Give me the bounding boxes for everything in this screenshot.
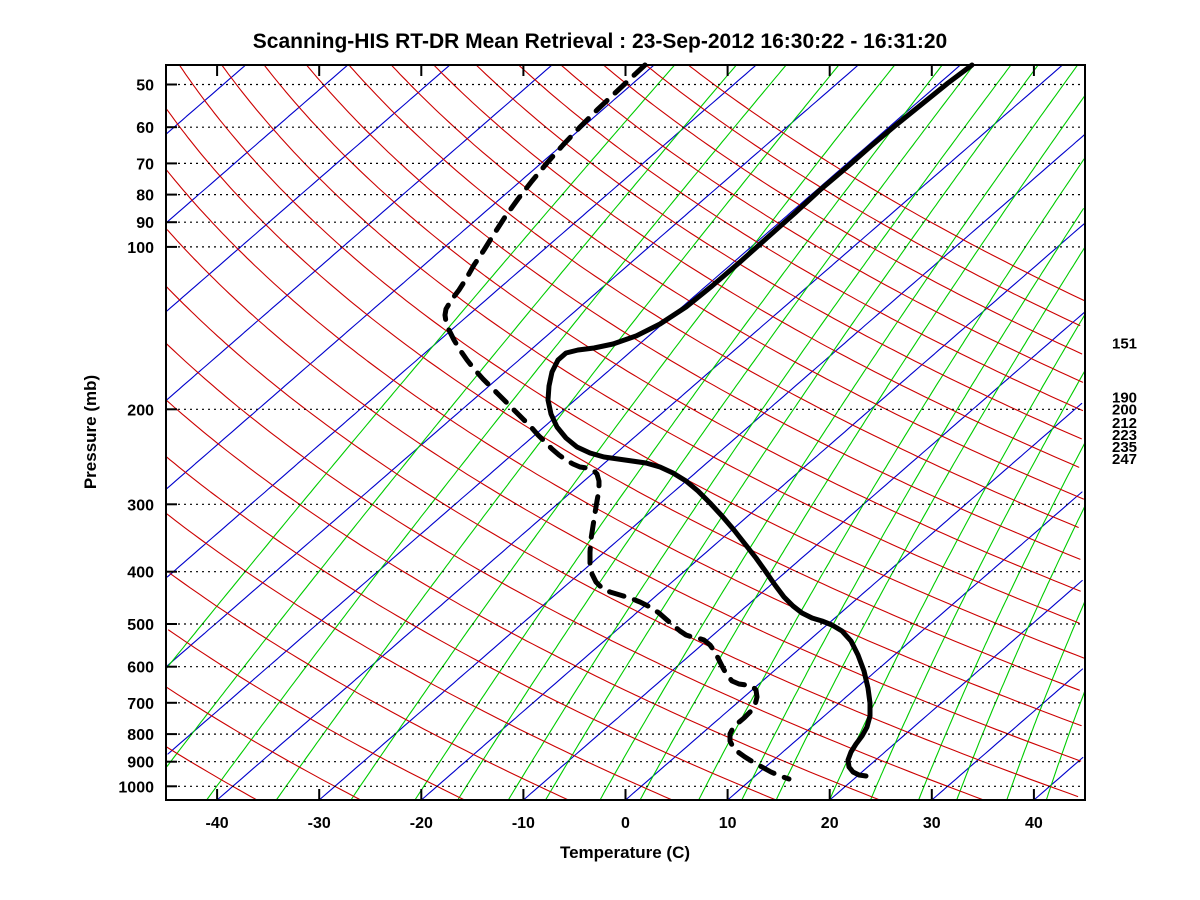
pressure-tick-label: 1000 [118, 779, 154, 796]
isotherm-line [829, 579, 1083, 801]
temperature-tick-label: -10 [512, 815, 535, 832]
dry-adiabat-line [687, 64, 1086, 302]
temperature-tick-label: 30 [923, 815, 941, 832]
pressure-tick-label: 600 [127, 660, 154, 677]
isotherm-line [165, 64, 349, 224]
pressure-tick-label: 700 [127, 696, 154, 713]
x-axis-title: Temperature (C) [560, 843, 690, 862]
isotherm-line [166, 64, 757, 578]
mixing-ratio-line [507, 64, 1012, 801]
isotherm-line [318, 133, 1086, 801]
pressure-tick-label: 60 [136, 120, 154, 137]
dry-adiabat-line [263, 64, 1081, 592]
right-level-label: 223 [1112, 427, 1137, 444]
pressure-axis-ticks: 50 60 70 80 90 100 200 300 400 500 600 700 800 900 100… [118, 78, 177, 796]
dry-adiabat-line [168, 629, 466, 801]
mixing-ratio-line [741, 208, 1084, 801]
dry-adiabat-line [178, 64, 1086, 659]
mixing-ratio-line [206, 64, 787, 801]
dry-adiabat-line [560, 64, 1084, 383]
dry-adiabat-line [165, 456, 777, 801]
mixing-ratio-line [639, 94, 1086, 801]
temperature-tick-label: 40 [1025, 815, 1043, 832]
mixing-ratio-line [1045, 689, 1086, 801]
dry-adiabat-line [165, 342, 985, 801]
dry-adiabat-line [475, 64, 1082, 440]
right-level-label: 212 [1112, 415, 1137, 432]
dry-adiabat-lines [165, 64, 1086, 801]
right-level-label: 235 [1112, 439, 1137, 456]
dry-adiabat-line [602, 64, 1083, 355]
isotherm-line [166, 64, 655, 489]
dry-adiabat-line [433, 64, 1080, 468]
dry-adiabat-line [348, 64, 1079, 528]
mixing-ratio-line [544, 64, 1039, 801]
right-level-label: 151 [1112, 336, 1137, 353]
mixing-ratio-line [956, 505, 1086, 801]
pressure-tick-label: 200 [127, 402, 154, 419]
isotherm-line [165, 64, 451, 312]
isotherm-line [167, 64, 859, 667]
dry-adiabat-line [169, 572, 569, 801]
dry-adiabat-line [166, 109, 1080, 691]
mixing-ratio-line [165, 64, 676, 670]
mixing-ratio-line [1006, 601, 1086, 801]
pressure-tick-label: 50 [136, 78, 154, 95]
pressure-tick-label: 70 [136, 156, 154, 173]
pressure-tick-label: 100 [127, 240, 154, 257]
dry-adiabat-line [165, 399, 881, 801]
dry-adiabat-line [165, 169, 1082, 727]
dry-adiabat-line [165, 512, 673, 801]
right-level-label: 200 [1112, 401, 1137, 418]
dry-adiabat-line [221, 64, 1080, 624]
temperature-tick-label: -40 [206, 815, 229, 832]
isotherm-lines [165, 64, 1087, 801]
pressure-tick-label: 90 [136, 215, 154, 232]
pressure-tick-label: 300 [127, 497, 154, 514]
mixing-ratio-line [457, 64, 975, 801]
temperature-tick-label: 10 [719, 815, 737, 832]
dry-adiabat-line [165, 746, 258, 801]
dry-adiabat-line [166, 229, 1082, 762]
temperature-profile-line [545, 62, 975, 779]
pressure-tick-label: 800 [127, 727, 154, 744]
mixing-ratio-line [918, 441, 1086, 801]
dewpoint-profile-line [442, 62, 792, 782]
pressure-tick-label: 400 [127, 565, 154, 582]
temperature-tick-label: 0 [621, 815, 630, 832]
isotherm-line [420, 222, 1086, 801]
isotherm-line [166, 64, 553, 401]
temperature-axis-ticks: -40 -30 -20 -10 0 10 20 30 40 [206, 65, 1043, 832]
isotherm-line [1033, 756, 1084, 801]
isotherm-line [216, 64, 1064, 801]
temperature-tick-label: -20 [410, 815, 433, 832]
right-level-label: 190 [1112, 389, 1137, 406]
right-level-label: 247 [1112, 451, 1137, 468]
y-axis-title: Pressure (mb) [81, 375, 100, 489]
temperature-tick-label: -30 [308, 815, 331, 832]
page-title: Scanning-HIS RT-DR Mean Retrieval : 23-S… [253, 30, 947, 53]
isotherm-line [165, 64, 247, 135]
dry-adiabat-line [165, 686, 362, 801]
dry-adiabat-line [165, 286, 1079, 798]
mixing-ratio-line [599, 64, 1079, 801]
mixing-ratio-line [275, 64, 840, 801]
isotherm-line [522, 310, 1087, 801]
pressure-tick-label: 900 [127, 755, 154, 772]
temperature-tick-label: 20 [821, 815, 839, 832]
mixing-ratio-line [350, 64, 896, 801]
pressure-tick-label: 80 [136, 188, 154, 205]
sounding-profiles [442, 62, 975, 782]
pressure-tick-label: 500 [127, 617, 154, 634]
mixing-ratio-line [775, 247, 1086, 801]
mixing-ratio-line [869, 371, 1085, 801]
isotherm-line [727, 491, 1083, 801]
dry-adiabat-line [306, 64, 1081, 560]
dry-adiabat-line [390, 64, 1084, 500]
